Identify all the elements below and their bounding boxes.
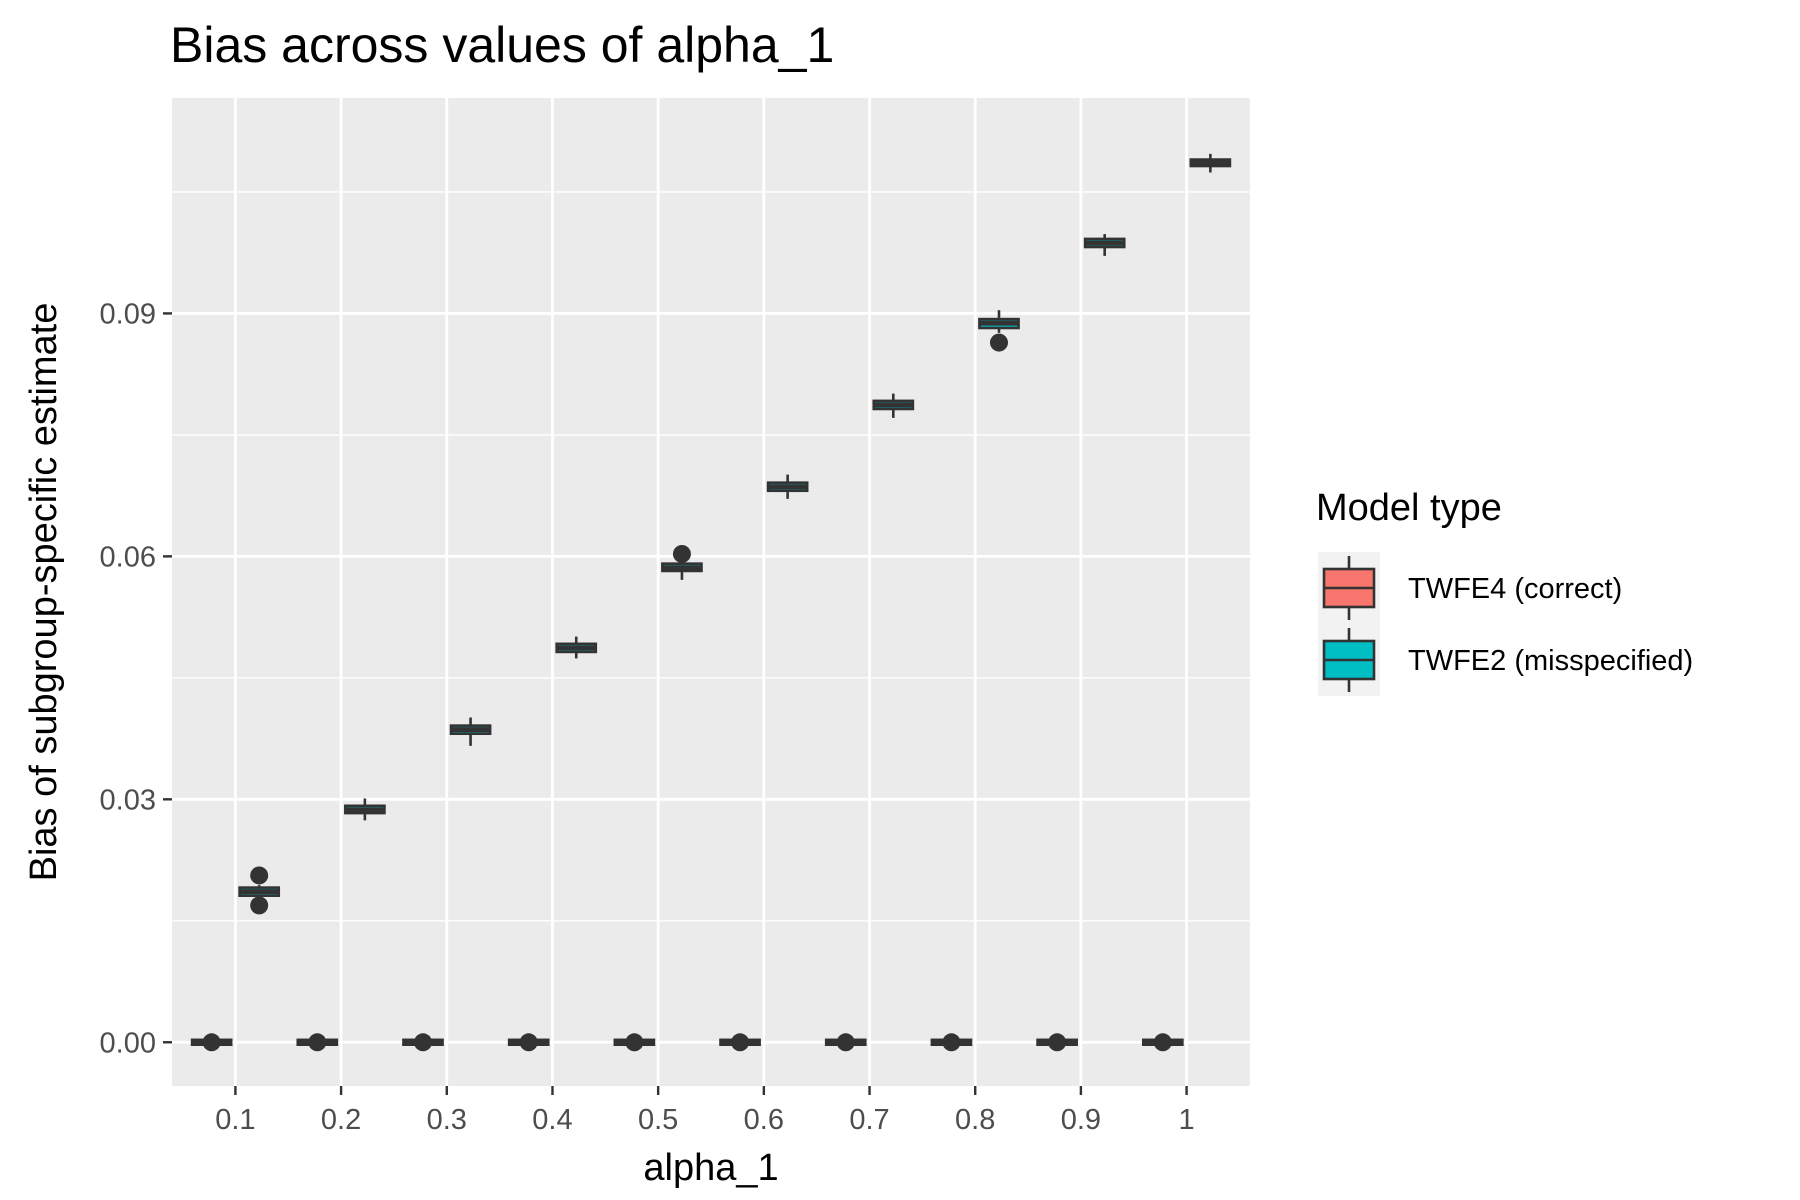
x-tick-label: 1 <box>1179 1104 1195 1136</box>
y-tick-label: 0.00 <box>100 1027 156 1059</box>
outlier-point <box>202 1033 221 1052</box>
box-twfe2-0.4 <box>555 636 598 659</box>
box-twfe2-0.1 <box>238 866 281 915</box>
outlier-point <box>1048 1033 1067 1052</box>
x-axis-title: alpha_1 <box>643 1147 778 1189</box>
legend: Model type TWFE4 (correct) TWFE2 (misspec… <box>1316 487 1693 696</box>
outlier-point <box>519 1033 538 1052</box>
x-tick-label: 0.5 <box>638 1104 678 1136</box>
box-twfe2-0.6 <box>766 474 809 499</box>
box-twfe4-0.1 <box>190 1033 233 1052</box>
outlier-point <box>1153 1033 1172 1052</box>
outlier-point <box>836 1033 855 1052</box>
y-tick-label: 0.09 <box>100 298 156 330</box>
box-twfe4-0.7 <box>824 1033 867 1052</box>
box-twfe2-1 <box>1189 153 1232 173</box>
x-tick-label: 0.2 <box>321 1104 361 1136</box>
box-twfe4-1 <box>1141 1033 1184 1052</box>
x-tick-label: 0.3 <box>427 1104 467 1136</box>
box-twfe4-0.3 <box>402 1033 444 1052</box>
box-twfe2-0.3 <box>449 717 492 746</box>
x-tick-label: 0.7 <box>849 1104 889 1136</box>
box-twfe2-0.8 <box>978 310 1020 352</box>
x-tick-label: 0.8 <box>955 1104 995 1136</box>
outlier-point <box>414 1033 433 1052</box>
y-tick-label: 0.03 <box>100 784 156 816</box>
outlier-point <box>308 1033 327 1052</box>
legend-label: TWFE4 (correct) <box>1408 573 1622 605</box>
box-twfe4-0.8 <box>930 1033 973 1052</box>
outlier-point <box>250 896 269 915</box>
box-twfe4-0.5 <box>613 1033 656 1052</box>
legend-item: TWFE2 (misspecified) <box>1318 624 1693 696</box>
outlier-point <box>250 866 269 885</box>
box-twfe2-0.2 <box>344 798 386 821</box>
outlier-point <box>989 333 1008 352</box>
y-axis-title: Bias of subgroup-specific estimate <box>23 303 65 882</box>
legend-item: TWFE4 (correct) <box>1318 552 1622 624</box>
box-plots <box>190 153 1232 1052</box>
outlier-point <box>942 1033 961 1052</box>
x-axis-ticks: 0.1 0.2 0.3 0.4 0.5 0.6 0.7 0.8 0.9 1 <box>215 1086 1195 1136</box>
grid-lines <box>172 98 1250 1086</box>
box-twfe2-0.7 <box>872 393 915 418</box>
y-axis-ticks: 0.00 0.03 0.06 0.09 <box>100 298 172 1059</box>
y-tick-label: 0.06 <box>100 541 156 573</box>
x-tick-label: 0.9 <box>1061 1104 1101 1136</box>
x-tick-label: 0.4 <box>532 1104 572 1136</box>
x-tick-label: 0.6 <box>744 1104 784 1136</box>
box-twfe2-0.9 <box>1083 234 1126 256</box>
outlier-point <box>625 1033 644 1052</box>
box-twfe4-0.4 <box>507 1033 550 1052</box>
box-twfe4-0.2 <box>296 1033 339 1052</box>
box-twfe2-0.5 <box>661 544 703 580</box>
legend-label: TWFE2 (misspecified) <box>1408 645 1693 677</box>
outlier-point <box>731 1033 750 1052</box>
x-tick-label: 0.1 <box>215 1104 255 1136</box>
box-twfe4-0.6 <box>719 1033 761 1052</box>
chart-title: Bias across values of alpha_1 <box>170 17 834 73</box>
box-twfe4-0.9 <box>1036 1033 1078 1052</box>
outlier-point <box>672 544 691 563</box>
legend-title: Model type <box>1316 487 1502 529</box>
